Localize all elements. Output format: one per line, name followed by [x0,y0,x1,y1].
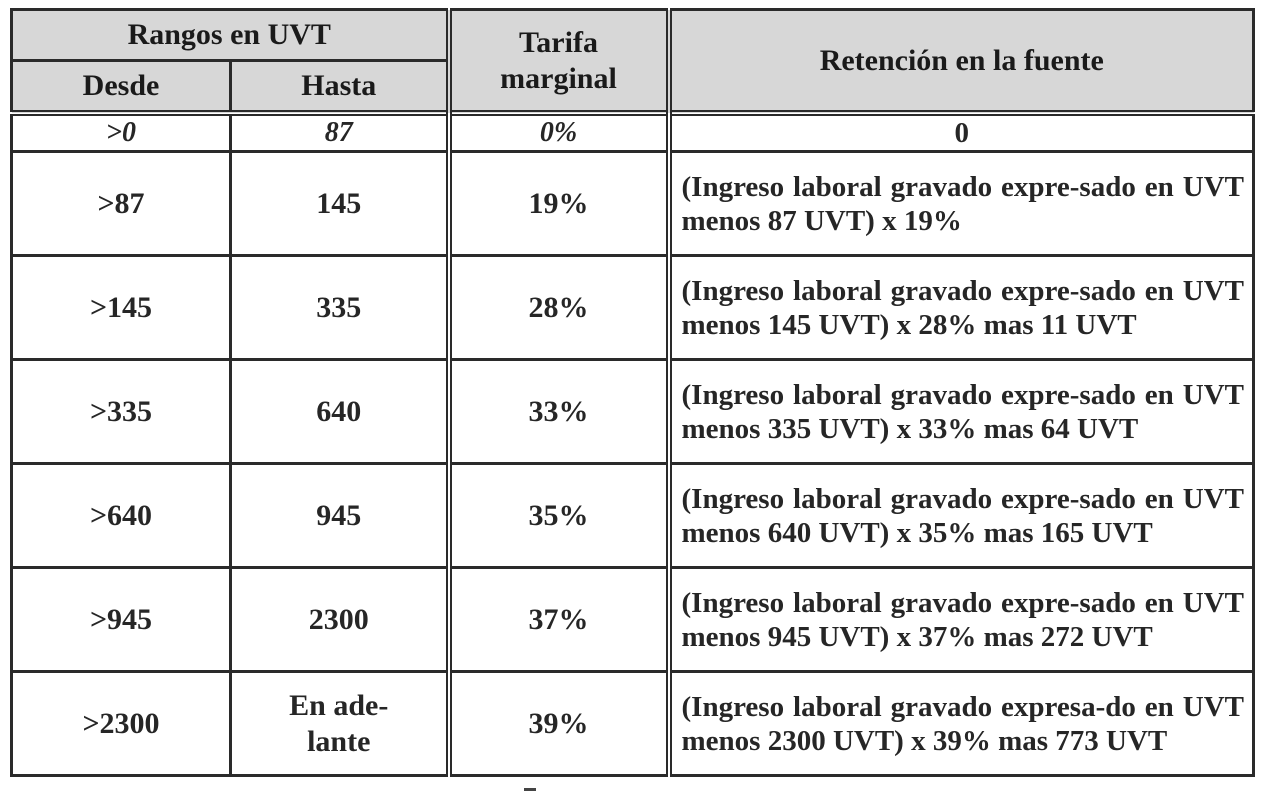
cell-tarifa: 0% [445,110,670,153]
cell-tarifa: 35% [445,462,670,569]
cell-desde: >640 [10,462,232,569]
cell-hasta: 335 [229,254,450,361]
cell-tarifa: 33% [445,358,670,465]
cell-desde: >335 [10,358,232,465]
cell-hasta: 2300 [229,566,450,673]
cell-hasta: 945 [229,462,450,569]
table-row: >2300 En ade-lante 39% (Ingreso laboral … [10,670,1255,777]
table-row: >145 335 28% (Ingreso laboral gravado ex… [10,254,1255,361]
cell-desde: >87 [10,150,232,257]
cell-hasta: 640 [229,358,450,465]
page-footer-mark [524,788,536,791]
cell-tarifa: 37% [445,566,670,673]
cell-desde: >145 [10,254,232,361]
cell-retencion: (Ingreso laboral gravado expresa-do en U… [665,670,1255,777]
cell-hasta: 145 [229,150,450,257]
table-row: >335 640 33% (Ingreso laboral gravado ex… [10,358,1255,465]
header-rangos-uvt: Rangos en UVT [10,8,450,62]
cell-retencion: (Ingreso laboral gravado expre-sado en U… [665,358,1255,465]
header-tarifa-marginal: Tarifa marginal [445,8,670,115]
table-row: >640 945 35% (Ingreso laboral gravado ex… [10,462,1255,569]
table-row: >945 2300 37% (Ingreso laboral gravado e… [10,566,1255,673]
cell-retencion: 0 [665,110,1255,153]
cell-retencion: (Ingreso laboral gravado expre-sado en U… [665,254,1255,361]
retention-table-container: Rangos en UVT Tarifa marginal Retención … [10,8,1255,777]
cell-tarifa: 39% [445,670,670,777]
cell-retencion: (Ingreso laboral gravado expre-sado en U… [665,150,1255,257]
table-row: >87 145 19% (Ingreso laboral gravado exp… [10,150,1255,257]
cell-tarifa: 28% [445,254,670,361]
cell-retencion: (Ingreso laboral gravado expre-sado en U… [665,462,1255,569]
retention-table: Rangos en UVT Tarifa marginal Retención … [10,8,1255,777]
cell-hasta-text: En ade-lante [289,688,389,758]
table-body: >0 87 0% 0 >87 145 19% (Ingreso laboral … [10,110,1255,777]
table-header: Rangos en UVT Tarifa marginal Retención … [10,8,1255,115]
cell-tarifa: 19% [445,150,670,257]
header-hasta: Hasta [229,59,450,115]
header-tarifa-text: Tarifa marginal [500,25,617,95]
cell-hasta: 87 [229,110,450,153]
cell-desde: >2300 [10,670,232,777]
header-retencion: Retención en la fuente [665,8,1255,115]
cell-desde: >945 [10,566,232,673]
table-row: >0 87 0% 0 [10,110,1255,153]
header-desde: Desde [10,59,232,115]
cell-retencion: (Ingreso laboral gravado expre-sado en U… [665,566,1255,673]
cell-desde: >0 [10,110,232,153]
cell-hasta: En ade-lante [229,670,450,777]
